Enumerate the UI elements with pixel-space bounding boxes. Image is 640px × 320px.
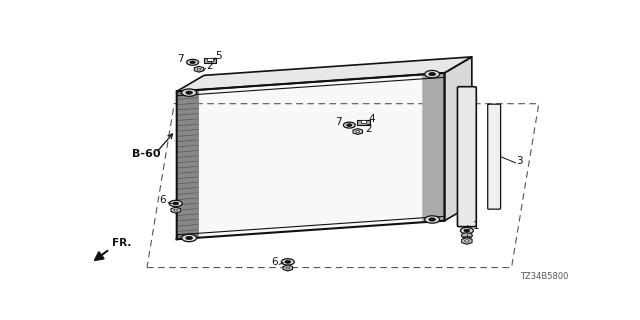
Circle shape (356, 131, 360, 132)
Text: 2: 2 (365, 124, 372, 133)
Circle shape (182, 234, 196, 242)
Polygon shape (177, 90, 199, 239)
Text: 1: 1 (473, 221, 479, 231)
Circle shape (429, 218, 435, 221)
Polygon shape (353, 129, 362, 134)
Circle shape (187, 59, 198, 65)
FancyBboxPatch shape (458, 87, 476, 227)
Polygon shape (445, 57, 472, 221)
Polygon shape (461, 238, 472, 244)
Circle shape (285, 260, 291, 263)
Circle shape (460, 228, 474, 234)
Bar (357, 120, 370, 125)
FancyBboxPatch shape (488, 104, 500, 209)
Circle shape (347, 124, 352, 126)
Circle shape (465, 240, 469, 242)
Bar (204, 58, 216, 63)
Circle shape (186, 91, 193, 94)
Circle shape (461, 233, 472, 238)
Text: B-60: B-60 (132, 149, 161, 159)
Text: FR.: FR. (112, 238, 132, 248)
Bar (207, 58, 212, 60)
Text: 4: 4 (369, 114, 375, 124)
Circle shape (190, 61, 195, 64)
Text: 7: 7 (177, 54, 184, 64)
Circle shape (173, 209, 178, 211)
Circle shape (197, 68, 201, 70)
Text: 6: 6 (159, 196, 166, 205)
Text: TZ34B5800: TZ34B5800 (520, 272, 568, 281)
Circle shape (186, 236, 193, 240)
Polygon shape (177, 57, 472, 92)
Bar (361, 120, 366, 123)
Polygon shape (195, 66, 204, 72)
Text: 7: 7 (335, 116, 342, 127)
Text: 6: 6 (271, 257, 277, 267)
Polygon shape (422, 73, 445, 222)
Circle shape (173, 202, 179, 205)
Circle shape (286, 267, 290, 269)
Text: 5: 5 (215, 51, 221, 61)
Circle shape (282, 259, 294, 265)
Circle shape (344, 122, 355, 128)
Polygon shape (283, 265, 292, 271)
Circle shape (425, 70, 440, 78)
Circle shape (169, 200, 182, 207)
Circle shape (429, 72, 435, 76)
Circle shape (425, 216, 440, 223)
Text: 2: 2 (207, 61, 213, 71)
Circle shape (464, 229, 470, 232)
Polygon shape (177, 73, 445, 239)
Polygon shape (171, 207, 180, 213)
Text: 3: 3 (516, 156, 523, 166)
Circle shape (182, 89, 196, 96)
